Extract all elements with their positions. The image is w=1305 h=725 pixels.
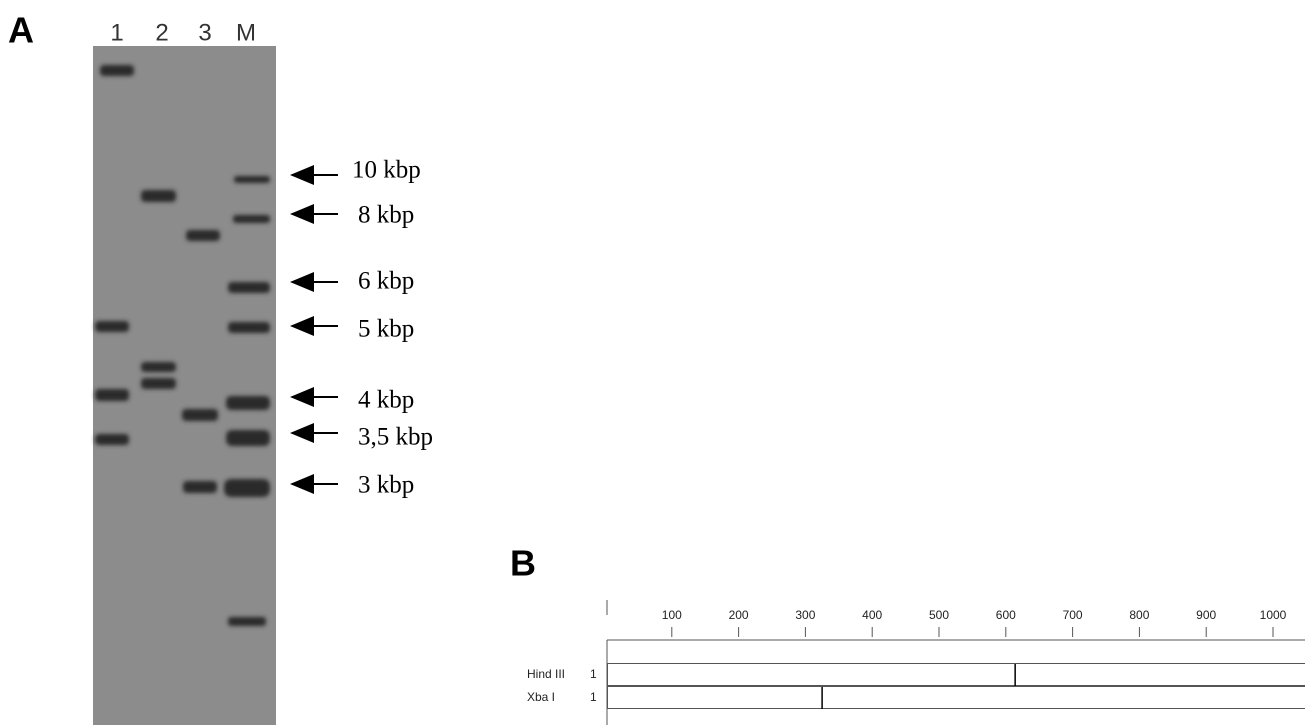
enzyme-start: 1 — [590, 690, 597, 704]
marker-label: 6 kbp — [358, 268, 414, 295]
enzyme-name: Xba I — [527, 690, 555, 704]
lane-label: 3 — [198, 19, 211, 46]
ruler-tick-label: 400 — [862, 608, 882, 622]
ruler-tick-label: 500 — [929, 608, 949, 622]
ruler-tick-label: 700 — [1063, 608, 1083, 622]
enzyme-name: Hind III — [527, 667, 565, 681]
panel-label: B — [510, 543, 536, 584]
ruler-tick-label: 200 — [729, 608, 749, 622]
marker-label: 4 kbp — [358, 387, 414, 414]
ruler-tick-label: 300 — [795, 608, 815, 622]
ruler-tick-label: 900 — [1196, 608, 1216, 622]
marker-label: 8 kbp — [358, 202, 414, 229]
marker-label: 3 kbp — [358, 472, 414, 499]
gel — [93, 46, 276, 725]
map-frame — [606, 600, 1305, 725]
ruler-tick-label: 600 — [996, 608, 1016, 622]
ruler-tick-label: 800 — [1129, 608, 1149, 622]
marker-label: 5 kbp — [358, 316, 414, 343]
marker-label: 3,5 kbp — [358, 424, 433, 451]
enzyme-start: 1 — [590, 667, 597, 681]
marker-label: 10 kbp — [352, 157, 421, 184]
lane-label: 2 — [155, 19, 168, 46]
gel-bands — [95, 65, 270, 626]
ruler-tick-label: 1000 — [1260, 608, 1287, 622]
panel-label: A — [8, 10, 34, 51]
marker-arrows — [290, 165, 338, 494]
lane-label: M — [236, 19, 256, 46]
lane-label: 1 — [110, 19, 123, 46]
ruler-tick-label: 100 — [662, 608, 682, 622]
